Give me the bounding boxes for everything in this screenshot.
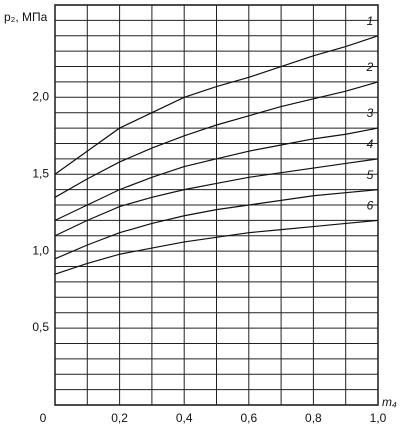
- x-tick-label: 0,4: [176, 411, 193, 425]
- curve: [54, 35, 379, 175]
- curve: [54, 219, 379, 275]
- x-axis-label: m₄: [382, 395, 397, 409]
- y-tick-label: 2,0: [32, 89, 49, 103]
- x-tick-label: 0,2: [111, 411, 128, 425]
- x-tick-label: 0,6: [240, 411, 257, 425]
- curve: [54, 189, 379, 260]
- x-tick-label: 0,8: [305, 411, 322, 425]
- curve-label: 5: [367, 168, 374, 182]
- y-tick-label: 1,5: [32, 166, 49, 180]
- curve: [54, 158, 379, 237]
- curve: [54, 81, 379, 198]
- curve-label: 3: [367, 106, 374, 120]
- curve-label: 4: [367, 137, 374, 151]
- x-tick-label: 1,0: [370, 411, 387, 425]
- y-tick-label: 0,5: [32, 320, 49, 334]
- x-tick-label: 0: [40, 411, 47, 425]
- curve-label: 6: [367, 199, 374, 213]
- y-axis-label: p₂, МПа: [4, 10, 48, 24]
- y-tick-label: 1,0: [32, 243, 49, 257]
- curve: [54, 127, 379, 221]
- curve-label: 2: [366, 60, 374, 74]
- curve-label: 1: [367, 14, 374, 28]
